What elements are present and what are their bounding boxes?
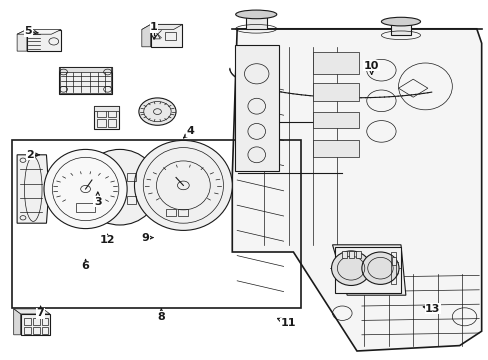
Bar: [166, 209, 176, 216]
Bar: [390, 252, 395, 284]
Text: 3: 3: [94, 197, 102, 207]
Bar: [234, 45, 278, 171]
Ellipse shape: [139, 98, 176, 125]
Ellipse shape: [381, 17, 420, 26]
Polygon shape: [17, 30, 27, 51]
Bar: [97, 119, 105, 127]
Polygon shape: [17, 155, 49, 223]
Polygon shape: [232, 29, 481, 351]
Bar: [33, 318, 40, 325]
Text: 8: 8: [157, 312, 165, 322]
Bar: [107, 109, 116, 117]
Bar: [33, 327, 40, 334]
Bar: [12, 140, 300, 308]
Bar: [107, 119, 116, 127]
Text: 11: 11: [280, 318, 296, 328]
Bar: [334, 247, 400, 293]
Polygon shape: [14, 309, 50, 314]
Polygon shape: [59, 67, 112, 72]
Bar: [348, 251, 353, 258]
Bar: [127, 173, 136, 181]
Polygon shape: [14, 309, 20, 335]
Bar: [245, 14, 266, 29]
Ellipse shape: [44, 149, 127, 229]
Bar: [127, 196, 136, 204]
Text: 13: 13: [424, 304, 440, 314]
Bar: [20, 314, 50, 335]
Text: 2: 2: [26, 150, 34, 160]
Ellipse shape: [81, 149, 159, 225]
Bar: [42, 327, 48, 334]
Bar: [312, 140, 359, 157]
Text: 9: 9: [142, 233, 149, 243]
Text: 10: 10: [363, 60, 379, 71]
Bar: [312, 83, 359, 101]
Bar: [390, 22, 410, 35]
Bar: [24, 327, 31, 334]
Bar: [94, 106, 119, 129]
Polygon shape: [142, 24, 182, 30]
Text: 6: 6: [81, 261, 89, 271]
Text: 5: 5: [24, 26, 32, 36]
Text: 1: 1: [150, 22, 158, 32]
Ellipse shape: [331, 251, 370, 285]
Bar: [76, 203, 95, 212]
Bar: [24, 318, 31, 325]
Bar: [391, 257, 395, 265]
Ellipse shape: [134, 140, 232, 230]
Polygon shape: [17, 30, 61, 34]
Bar: [355, 251, 360, 258]
Text: 7: 7: [37, 308, 44, 318]
Bar: [178, 209, 188, 216]
Ellipse shape: [235, 10, 276, 19]
Ellipse shape: [361, 252, 398, 284]
Bar: [27, 30, 61, 51]
Bar: [60, 67, 111, 93]
Bar: [165, 32, 176, 40]
Bar: [42, 318, 48, 325]
Bar: [312, 112, 359, 128]
Bar: [342, 251, 346, 258]
Text: 4: 4: [186, 126, 194, 136]
Bar: [97, 109, 105, 117]
Polygon shape: [94, 106, 119, 111]
Bar: [312, 52, 359, 74]
Polygon shape: [142, 24, 150, 47]
Bar: [150, 24, 182, 47]
Bar: [59, 67, 112, 94]
Text: 12: 12: [100, 235, 115, 246]
Polygon shape: [332, 245, 405, 295]
